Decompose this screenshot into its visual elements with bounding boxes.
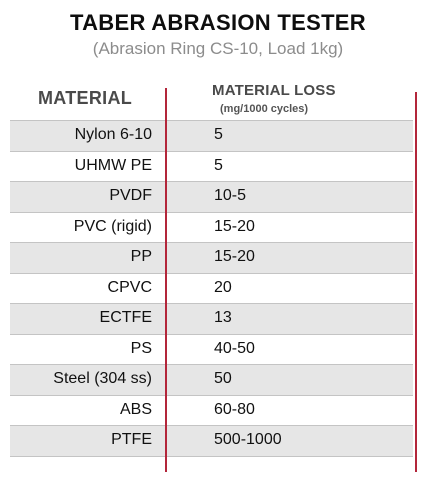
- table-row: PVC (rigid) 15-20: [10, 211, 413, 243]
- table-right-border-line: [415, 92, 417, 472]
- material-cell: PTFE: [111, 431, 152, 448]
- data-table: Nylon 6-10 5 UHMW PE 5 PVDF 10-5 PVC (ri…: [10, 120, 413, 457]
- loss-cell: 5: [214, 126, 223, 143]
- table-row: Steel (304 ss) 50: [10, 364, 413, 395]
- material-cell: PVDF: [109, 187, 152, 204]
- column-header-material: MATERIAL: [38, 88, 133, 108]
- page-subtitle: (Abrasion Ring CS-10, Load 1kg): [92, 39, 344, 58]
- material-cell: ECTFE: [99, 309, 152, 326]
- loss-cell: 40-50: [214, 339, 255, 357]
- loss-cell: 5: [214, 156, 223, 174]
- loss-cell: 10-5: [214, 187, 247, 204]
- table-row: ABS 60-80: [10, 394, 413, 426]
- material-cell: PVC (rigid): [73, 217, 152, 235]
- material-cell: PP: [130, 248, 152, 265]
- material-cell: CPVC: [107, 278, 152, 296]
- loss-cell: 500-1000: [214, 431, 282, 448]
- table-row: ECTFE 13: [10, 303, 413, 334]
- table-row: PVDF 10-5: [10, 181, 413, 212]
- loss-cell: 20: [214, 278, 232, 296]
- material-cell: UHMW PE: [74, 156, 152, 174]
- table-row: PTFE 500-1000: [10, 425, 413, 457]
- loss-cell: 13: [214, 309, 232, 326]
- loss-cell: 15-20: [214, 248, 255, 265]
- table-row: PP 15-20: [10, 242, 413, 273]
- material-cell: PS: [130, 339, 152, 357]
- column-header-loss: MATERIAL LOSS: [212, 82, 336, 99]
- loss-cell: 60-80: [214, 400, 255, 418]
- loss-cell: 15-20: [214, 217, 255, 235]
- table-row: PS 40-50: [10, 333, 413, 365]
- loss-cell: 50: [214, 370, 232, 387]
- table-row: CPVC 20: [10, 272, 413, 304]
- column-header-loss-unit: (mg/1000 cycles): [220, 103, 309, 115]
- material-cell: ABS: [119, 400, 152, 418]
- material-cell: Steel (304 ss): [53, 370, 152, 387]
- page-title: TABER ABRASION TESTER: [70, 10, 366, 35]
- table-row: UHMW PE 5: [10, 150, 413, 182]
- column-divider-line: [165, 88, 167, 472]
- material-cell: Nylon 6-10: [74, 126, 152, 143]
- table-row: Nylon 6-10 5: [10, 120, 413, 151]
